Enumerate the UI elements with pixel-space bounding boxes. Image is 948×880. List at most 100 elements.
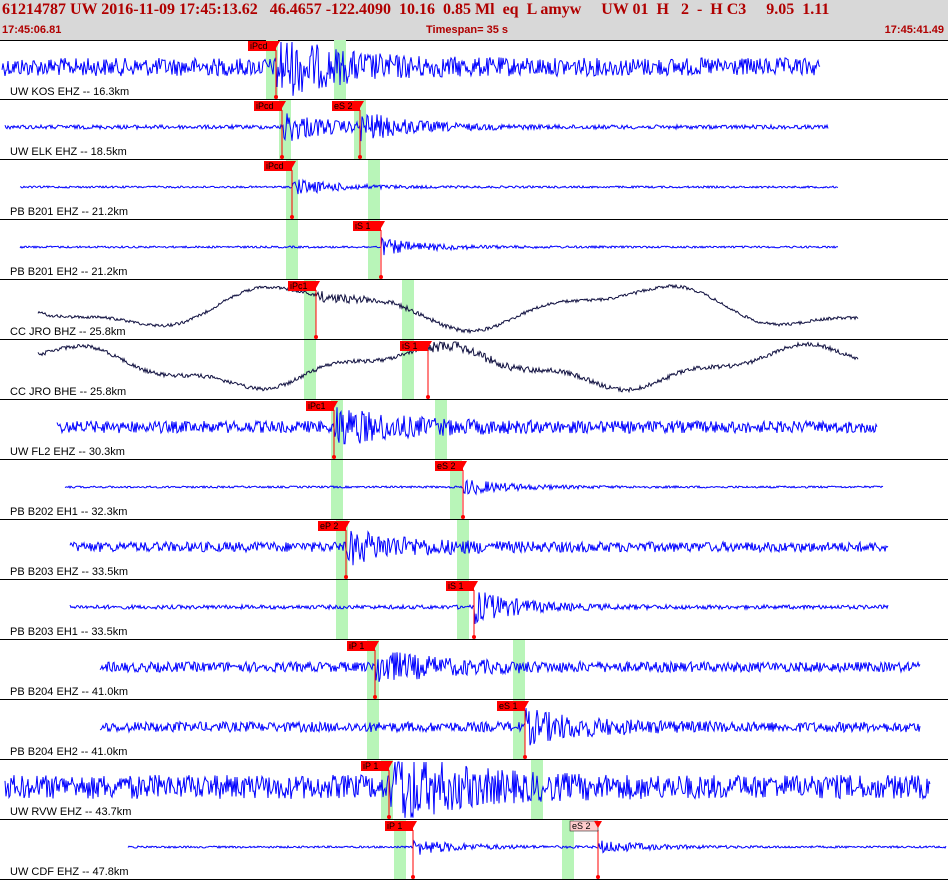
event-header: 61214787 UW 2016-11-09 17:45:13.62 46.46… [0, 0, 948, 41]
waveform-trace [19, 178, 839, 195]
pick-arrow-icon [470, 581, 478, 588]
timespan-label: Timespan= 35 s [426, 24, 509, 36]
pick-flag [248, 41, 276, 51]
waveform-trace [4, 761, 931, 818]
phase-pick[interactable]: iP 1 [347, 641, 379, 699]
phase-pick[interactable]: eS 2 [332, 101, 364, 159]
pick-dot-icon [472, 635, 476, 639]
pick-label: eS 1 [499, 701, 518, 711]
pick-flag [385, 821, 413, 831]
waveform-trace [37, 283, 859, 335]
trace-panel[interactable]: iS 1 PB B203 EH1 -- 33.5km [0, 580, 948, 640]
pick-label: iS 1 [402, 341, 418, 351]
pick-arrow-icon [330, 401, 338, 408]
pick-window [457, 580, 469, 640]
station-label: UW ELK EHZ -- 18.5km [10, 146, 127, 158]
phase-pick[interactable]: eS 1 [497, 701, 529, 759]
waveform-trace [19, 236, 838, 256]
pick-dot-icon [387, 815, 391, 819]
pick-flag [353, 221, 381, 231]
pick-label: iS 1 [448, 581, 464, 591]
station-label: UW RVW EHZ -- 43.7km [10, 806, 131, 818]
waveform-trace [99, 652, 921, 683]
phase-pick[interactable]: iPcd [264, 161, 296, 219]
pick-arrow-icon [356, 101, 364, 108]
pick-flag [361, 761, 389, 771]
pick-arrow-icon [409, 821, 417, 828]
phase-pick[interactable]: iP 1 [385, 821, 417, 879]
pick-window [457, 520, 469, 580]
event-summary-title: 61214787 UW 2016-11-09 17:45:13.62 46.46… [2, 1, 830, 18]
pick-dot-icon [426, 395, 430, 399]
pick-window [304, 280, 316, 340]
trace-panel[interactable]: iPcd PB B201 EHZ -- 21.2km [0, 160, 948, 220]
waveform-trace [69, 592, 889, 624]
trace-panel[interactable]: iPcd UW KOS EHZ -- 16.3km [0, 40, 948, 100]
phase-pick[interactable]: iP 1 [361, 761, 393, 819]
pick-window [286, 220, 298, 280]
pick-window [336, 520, 348, 580]
trace-panel[interactable]: eS 1 PB B204 EH2 -- 41.0km [0, 700, 948, 760]
phase-pick[interactable]: iPcd [254, 101, 286, 159]
pick-dot-icon [344, 575, 348, 579]
pick-flag [264, 161, 292, 171]
pick-label: eP 2 [320, 521, 338, 531]
pick-flag [306, 401, 334, 411]
pick-window [402, 340, 414, 400]
pick-arrow-icon [424, 341, 432, 348]
phase-pick[interactable]: iPcd [248, 41, 280, 99]
trace-panel[interactable]: iP 1 UW RVW EHZ -- 43.7km [0, 760, 948, 820]
trace-panel[interactable]: iS 1 CC JRO BHE -- 25.8km [0, 340, 948, 400]
phase-pick[interactable]: iPc1 [306, 401, 338, 459]
pick-window [331, 460, 343, 520]
pick-dot-icon [379, 275, 383, 279]
pick-label: iPc1 [290, 281, 308, 291]
trace-panel[interactable]: iP 1 eS 2 UW CDF EHZ -- 47.8km [0, 820, 948, 880]
pick-label: iPcd [266, 161, 284, 171]
pick-label: iPcd [256, 101, 274, 111]
trace-panel[interactable]: iPcd eS 2 UW ELK EHZ -- 18.5km [0, 100, 948, 160]
station-label: UW CDF EHZ -- 47.8km [10, 866, 129, 878]
trace-panel[interactable]: eP 2 PB B203 EHZ -- 33.5km [0, 520, 948, 580]
pick-dot-icon [411, 875, 415, 879]
trace-panel[interactable]: iPc1 CC JRO BHZ -- 25.8km [0, 280, 948, 340]
station-label: PB B201 EH2 -- 21.2km [10, 266, 127, 278]
pick-window [336, 580, 348, 640]
pick-arrow-icon [594, 821, 602, 828]
phase-pick[interactable]: eS 2 [569, 820, 602, 879]
pick-dot-icon [523, 755, 527, 759]
trace-panel[interactable]: iPc1 UW FL2 EHZ -- 30.3km [0, 400, 948, 460]
pick-flag [288, 281, 316, 291]
pick-dot-icon [596, 875, 600, 879]
phase-pick[interactable]: iS 1 [400, 341, 432, 399]
phase-pick[interactable]: iS 1 [353, 221, 385, 279]
phase-pick[interactable]: eS 2 [435, 461, 467, 519]
pick-window [513, 700, 525, 760]
seismogram-plot[interactable]: iPcd UW KOS EHZ -- 16.3km iPcd eS 2 UW ELK E… [0, 40, 948, 880]
waveform-trace [127, 839, 947, 855]
waveform-trace [37, 341, 859, 394]
phase-pick[interactable]: iPc1 [288, 281, 320, 339]
phase-pick[interactable]: eP 2 [318, 521, 350, 579]
pick-label: eS 2 [437, 461, 456, 471]
pick-arrow-icon [371, 641, 379, 648]
pick-arrow-icon [342, 521, 350, 528]
waveform-trace [64, 479, 884, 496]
station-label: CC JRO BHE -- 25.8km [10, 386, 126, 398]
phase-pick[interactable]: iS 1 [446, 581, 478, 639]
trace-panel[interactable]: iS 1 PB B201 EH2 -- 21.2km [0, 220, 948, 280]
pick-dot-icon [461, 515, 465, 519]
pick-flag [347, 641, 375, 651]
trace-panel[interactable]: eS 2 PB B202 EH1 -- 32.3km [0, 460, 948, 520]
trace-panel[interactable]: iP 1 PB B204 EHZ -- 41.0km [0, 640, 948, 700]
pick-window [368, 160, 380, 220]
station-label: UW KOS EHZ -- 16.3km [10, 86, 129, 98]
pick-label: iPc1 [308, 401, 326, 411]
pick-flag [400, 341, 428, 351]
station-label: PB B202 EH1 -- 32.3km [10, 506, 127, 518]
pick-dot-icon [314, 335, 318, 339]
pick-label: iPcd [250, 41, 268, 51]
waveform-trace [69, 530, 889, 566]
station-label: CC JRO BHZ -- 25.8km [10, 326, 126, 338]
pick-arrow-icon [288, 161, 296, 168]
